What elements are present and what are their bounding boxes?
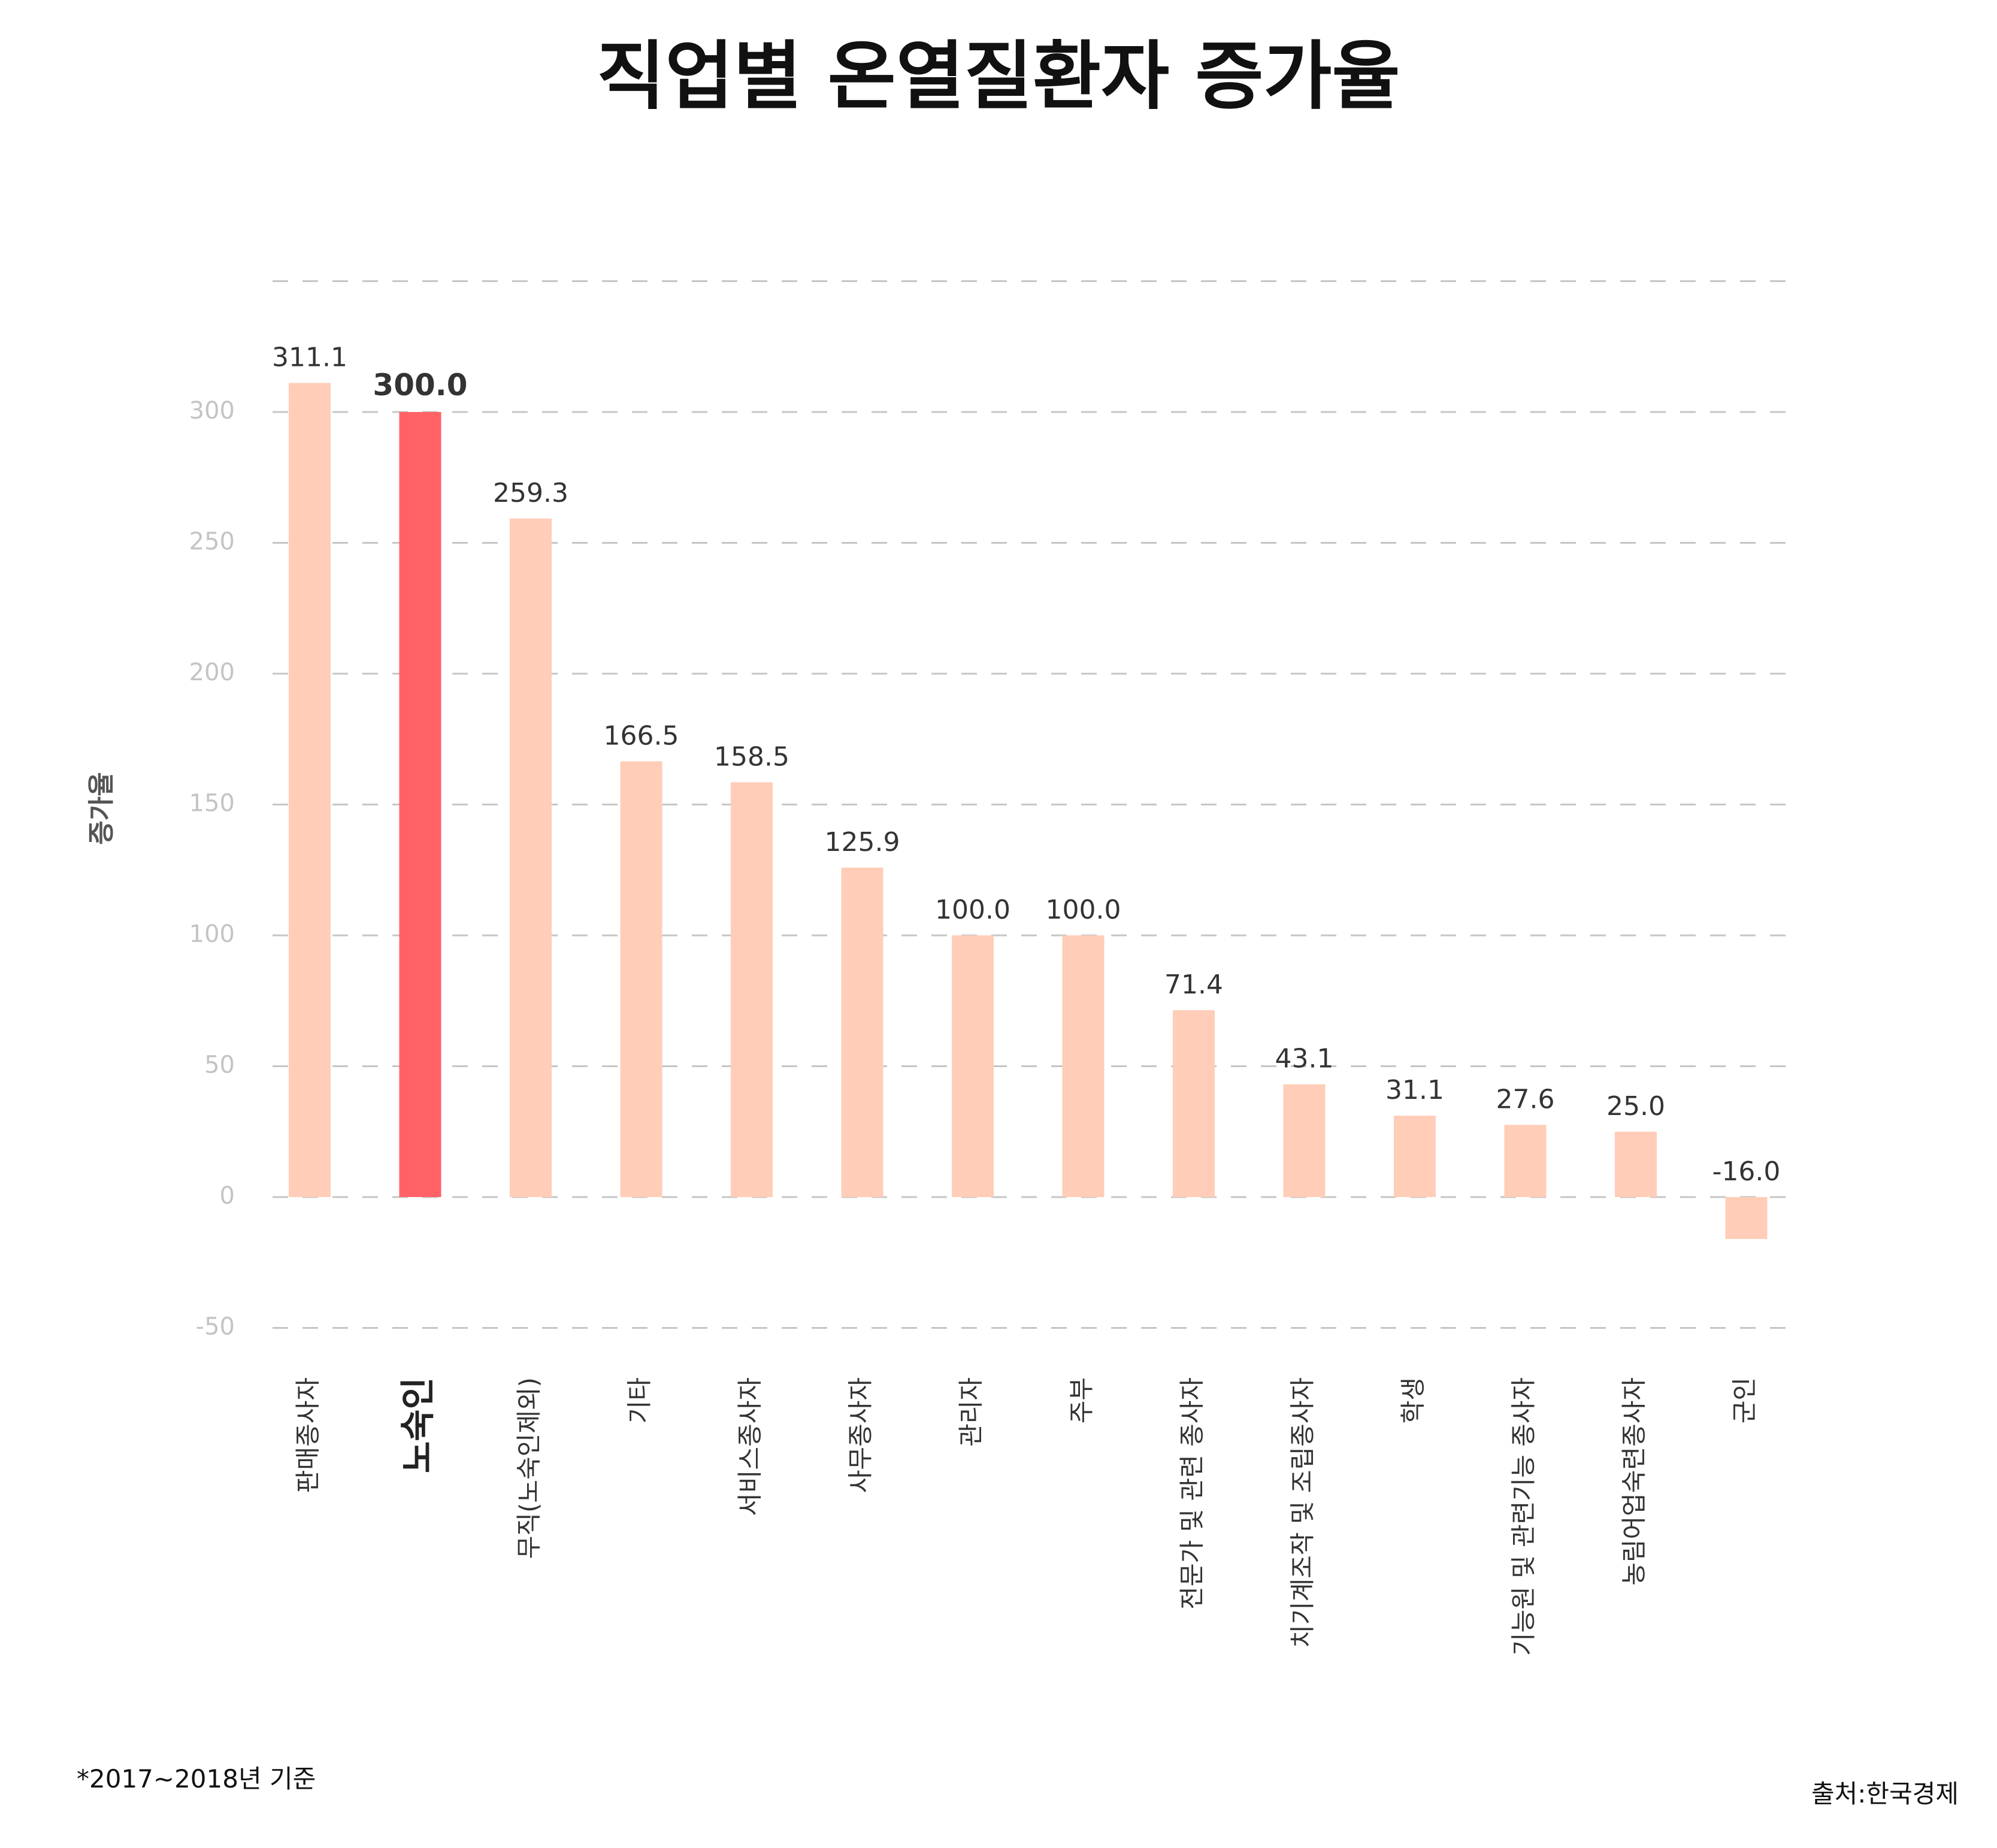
grid-lines	[273, 280, 1791, 1329]
bar	[1394, 1116, 1436, 1197]
bar-value-label: 166.5	[604, 720, 679, 751]
x-category-label: 농림어업숙련종사자	[1620, 1377, 1649, 1586]
bar	[1504, 1125, 1547, 1197]
chart-title: 직업별 온열질환자 증가율	[597, 34, 1400, 120]
x-category-label: 기타	[625, 1377, 654, 1423]
bar	[399, 412, 441, 1197]
bar-value-label: 158.5	[714, 741, 789, 772]
x-category-label: 서비스종사자	[736, 1377, 765, 1516]
x-category-label: 치기계조작 및 조립종사자	[1288, 1377, 1317, 1648]
y-tick-label: -50	[196, 1313, 235, 1341]
bar	[1283, 1084, 1326, 1197]
x-category-label: 무직(노숙인제외)	[515, 1377, 544, 1559]
bar-value-label: -16.0	[1712, 1156, 1781, 1187]
bar-value-label: 100.0	[1046, 895, 1121, 925]
x-category-label: 관리자	[957, 1377, 986, 1447]
value-labels: 311.1 300.0 259.3 166.5 158.5 125.9 100.0 100.0…	[272, 342, 1780, 1187]
y-axis-label: 증가율	[86, 772, 117, 844]
y-axis-ticks: -50 0 50 100 150 200 250 300	[189, 397, 235, 1341]
x-category-label: 군인	[1730, 1377, 1759, 1423]
bar-value-label: 259.3	[493, 478, 568, 508]
bar-value-label: 43.1	[1275, 1044, 1334, 1074]
bar	[1062, 935, 1105, 1197]
bar	[952, 935, 994, 1197]
y-tick-label: 0	[220, 1182, 235, 1210]
x-category-label: 전문가 및 관련 종사자	[1178, 1377, 1207, 1610]
footnote: *2017~2018년 기준	[77, 1764, 316, 1794]
bar	[841, 867, 883, 1197]
bar-value-label: 71.4	[1164, 970, 1223, 1000]
y-tick-label: 250	[189, 528, 235, 556]
bar-value-label: 27.6	[1496, 1084, 1555, 1114]
x-category-label: 주부	[1067, 1377, 1096, 1423]
bar	[620, 761, 662, 1197]
bar-value-label: 100.0	[935, 895, 1010, 925]
bar	[731, 782, 773, 1197]
source-note: 출처:한국경제	[1811, 1779, 1959, 1808]
bar	[289, 383, 331, 1198]
y-tick-label: 300	[189, 397, 235, 425]
bar	[1725, 1197, 1768, 1239]
x-category-label: 판매종사자	[294, 1377, 323, 1493]
bar-value-label: 125.9	[825, 827, 900, 858]
x-category-label: 기능원 및 관련기능 종사자	[1509, 1377, 1538, 1656]
y-tick-label: 150	[189, 790, 235, 817]
bar-value-label: 300.0	[373, 368, 467, 402]
bar	[1173, 1010, 1215, 1197]
bar	[510, 518, 552, 1197]
bar-value-label: 31.1	[1385, 1075, 1444, 1105]
bar-value-label: 311.1	[272, 342, 347, 372]
category-labels: 판매종사자 노숙인 무직(노숙인제외) 기타 서비스종사자 사무종사자 관리자 주부 전문가 및…	[294, 1377, 1760, 1656]
y-tick-label: 50	[204, 1052, 235, 1079]
x-category-label: 노숙인	[398, 1377, 438, 1473]
y-tick-label: 100	[189, 920, 235, 948]
bars	[289, 383, 1768, 1239]
y-tick-label: 200	[189, 659, 235, 686]
bar-value-label: 25.0	[1606, 1091, 1665, 1122]
bar	[1615, 1131, 1657, 1197]
x-category-label: 학생	[1399, 1377, 1428, 1423]
x-category-label: 사무종사자	[846, 1377, 875, 1493]
